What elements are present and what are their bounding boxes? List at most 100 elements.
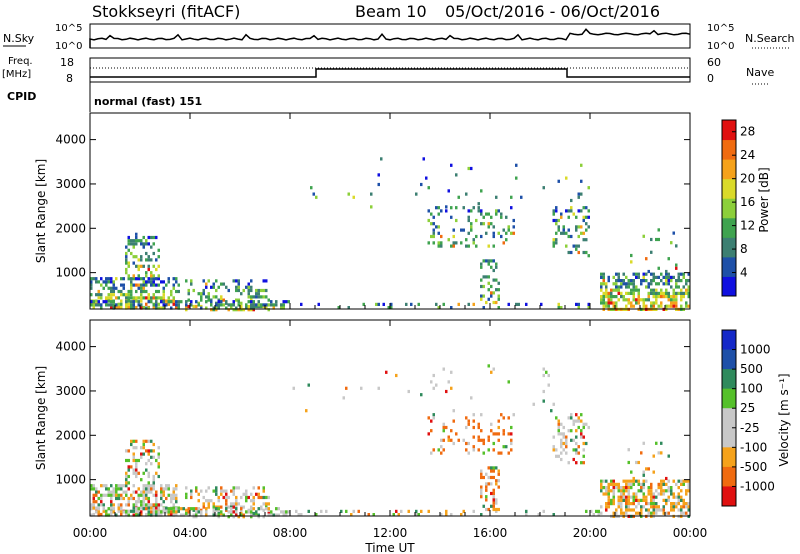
range-gate-cell bbox=[250, 492, 253, 496]
range-gate-cell bbox=[420, 393, 423, 397]
range-gate-cell bbox=[617, 275, 620, 279]
range-gate-cell bbox=[147, 500, 150, 504]
range-gate-cell bbox=[345, 386, 348, 390]
range-gate-cell bbox=[187, 288, 190, 293]
range-gate-cell bbox=[150, 274, 153, 278]
y-tick-label: 1000 bbox=[55, 266, 86, 280]
range-gate-cell bbox=[210, 300, 213, 304]
range-gate-cell bbox=[492, 432, 495, 436]
range-gate-cell bbox=[490, 429, 493, 433]
range-gate-cell bbox=[545, 370, 548, 374]
range-gate-cell bbox=[417, 302, 420, 306]
range-gate-cell bbox=[542, 389, 545, 394]
range-gate-cell bbox=[650, 489, 653, 493]
range-gate-cell bbox=[137, 513, 140, 517]
range-gate-cell bbox=[672, 492, 675, 496]
range-gate-cell bbox=[235, 495, 238, 500]
range-gate-cell bbox=[170, 306, 173, 310]
range-gate-cell bbox=[165, 510, 168, 514]
range-gate-cell bbox=[685, 502, 688, 506]
range-gate-cell bbox=[665, 288, 668, 292]
range-gate-cell bbox=[377, 182, 380, 187]
range-gate-cell bbox=[480, 297, 483, 301]
range-gate-cell bbox=[637, 489, 640, 493]
range-gate-cell bbox=[467, 441, 470, 446]
range-gate-cell bbox=[247, 292, 250, 296]
range-gate-cell bbox=[127, 474, 130, 479]
range-gate-cell bbox=[652, 495, 655, 499]
range-gate-cell bbox=[607, 502, 610, 506]
range-gate-cell bbox=[465, 416, 468, 420]
range-gate-cell bbox=[592, 513, 595, 517]
range-gate-cell bbox=[112, 286, 115, 290]
range-gate-cell bbox=[557, 454, 560, 458]
range-gate-cell bbox=[260, 303, 263, 307]
range-gate-cell bbox=[147, 235, 150, 240]
range-gate-cell bbox=[502, 445, 505, 449]
range-gate-cell bbox=[600, 272, 603, 276]
range-gate-cell bbox=[145, 439, 148, 443]
range-gate-cell bbox=[645, 257, 648, 261]
range-gate-cell bbox=[110, 512, 113, 517]
range-gate-cell bbox=[140, 490, 143, 494]
range-gate-cell bbox=[247, 282, 250, 286]
range-gate-cell bbox=[672, 275, 675, 279]
range-gate-cell bbox=[670, 489, 673, 493]
range-gate-cell bbox=[452, 241, 455, 245]
range-gate-cell bbox=[185, 495, 188, 500]
range-gate-cell bbox=[667, 275, 670, 279]
range-gate-cell bbox=[255, 295, 258, 299]
range-gate-cell bbox=[450, 429, 453, 433]
range-gate-cell bbox=[260, 288, 263, 293]
range-gate-cell bbox=[125, 449, 128, 453]
range-gate-cell bbox=[145, 302, 148, 306]
range-gate-cell bbox=[207, 486, 210, 490]
range-gate-cell bbox=[135, 471, 138, 475]
range-gate-cell bbox=[137, 239, 140, 243]
range-gate-cell bbox=[495, 509, 498, 513]
range-gate-cell bbox=[155, 306, 158, 310]
range-gate-cell bbox=[90, 507, 93, 511]
range-gate-cell bbox=[500, 215, 503, 219]
range-gate-cell bbox=[645, 498, 648, 502]
nave-tick-bottom: 0 bbox=[707, 72, 714, 85]
range-gate-cell bbox=[612, 304, 615, 308]
range-gate-cell bbox=[175, 289, 178, 294]
range-gate-cell bbox=[465, 448, 468, 452]
range-gate-cell bbox=[682, 295, 685, 299]
velocity-colorbar-label: Velocity [m s⁻¹] bbox=[777, 373, 791, 466]
range-gate-cell bbox=[125, 245, 128, 249]
range-gate-cell bbox=[285, 513, 288, 517]
x-tick-label: 16:00 bbox=[473, 526, 508, 540]
range-gate-cell bbox=[627, 282, 630, 286]
range-gate-cell bbox=[230, 489, 233, 493]
range-gate-cell bbox=[635, 511, 638, 515]
range-gate-cell bbox=[282, 306, 285, 310]
range-gate-cell bbox=[172, 302, 175, 306]
range-gate-cell bbox=[250, 499, 253, 503]
range-gate-cell bbox=[215, 486, 218, 490]
range-gate-cell bbox=[145, 484, 148, 488]
range-gate-cell bbox=[325, 509, 328, 513]
range-gate-cell bbox=[542, 367, 545, 371]
nsky-tick-top-right: 10^5 bbox=[707, 23, 734, 34]
range-gate-cell bbox=[437, 212, 440, 216]
range-gate-cell bbox=[650, 502, 653, 506]
range-gate-cell bbox=[105, 280, 108, 284]
range-gate-cell bbox=[125, 471, 128, 475]
range-gate-cell bbox=[232, 502, 235, 506]
range-gate-cell bbox=[132, 455, 135, 459]
range-gate-cell bbox=[672, 508, 675, 512]
range-gate-cell bbox=[440, 234, 443, 239]
range-gate-cell bbox=[127, 465, 130, 469]
range-gate-cell bbox=[552, 209, 555, 213]
range-gate-cell bbox=[495, 278, 498, 282]
range-gate-cell bbox=[232, 492, 235, 496]
range-gate-cell bbox=[512, 218, 515, 223]
range-gate-cell bbox=[137, 471, 140, 475]
range-gate-cell bbox=[662, 291, 665, 295]
range-gate-cell bbox=[277, 513, 280, 517]
range-gate-cell bbox=[627, 482, 630, 486]
range-gate-cell bbox=[497, 294, 500, 298]
